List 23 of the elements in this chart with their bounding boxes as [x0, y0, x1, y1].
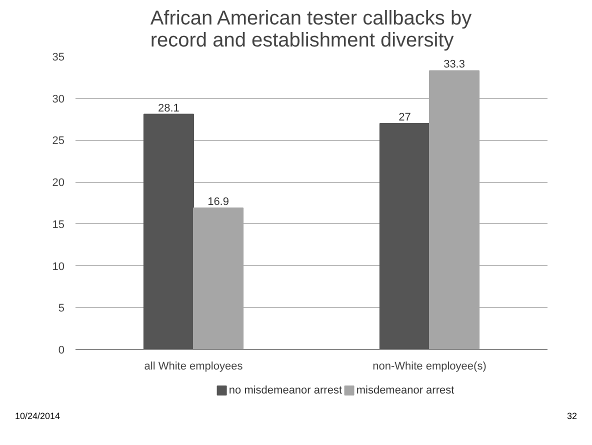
legend-label: no misdemeanor arrest [228, 384, 342, 396]
chart-title: African American tester callbacks by record and establishment diversity [150, 8, 472, 52]
y-tick-label: 5 [58, 302, 65, 315]
bar [193, 208, 244, 350]
text: 10/24/2014 [15, 410, 60, 423]
legend-label: misdemeanor arrest [356, 384, 454, 396]
bar [379, 122, 430, 350]
data-label: 16.9 [208, 196, 229, 208]
bar [143, 114, 194, 350]
x-tick-label: all White employees [144, 360, 244, 372]
x-tick-label: non-White employee(s) [372, 360, 486, 372]
y-tick-label: 10 [52, 260, 65, 273]
y-tick-label: 15 [52, 218, 65, 231]
data-label: 28.1 [158, 102, 180, 114]
text: 32 [566, 410, 577, 423]
y-tick-label: 0 [58, 344, 65, 356]
y-tick-label: 35 [52, 52, 65, 64]
y-tick-label: 30 [52, 93, 65, 106]
bar [429, 70, 480, 350]
y-tick-label: 25 [52, 135, 65, 148]
data-label: 27 [398, 111, 411, 124]
data-label: 33.3 [444, 58, 465, 71]
y-tick-label: 20 [52, 177, 65, 190]
